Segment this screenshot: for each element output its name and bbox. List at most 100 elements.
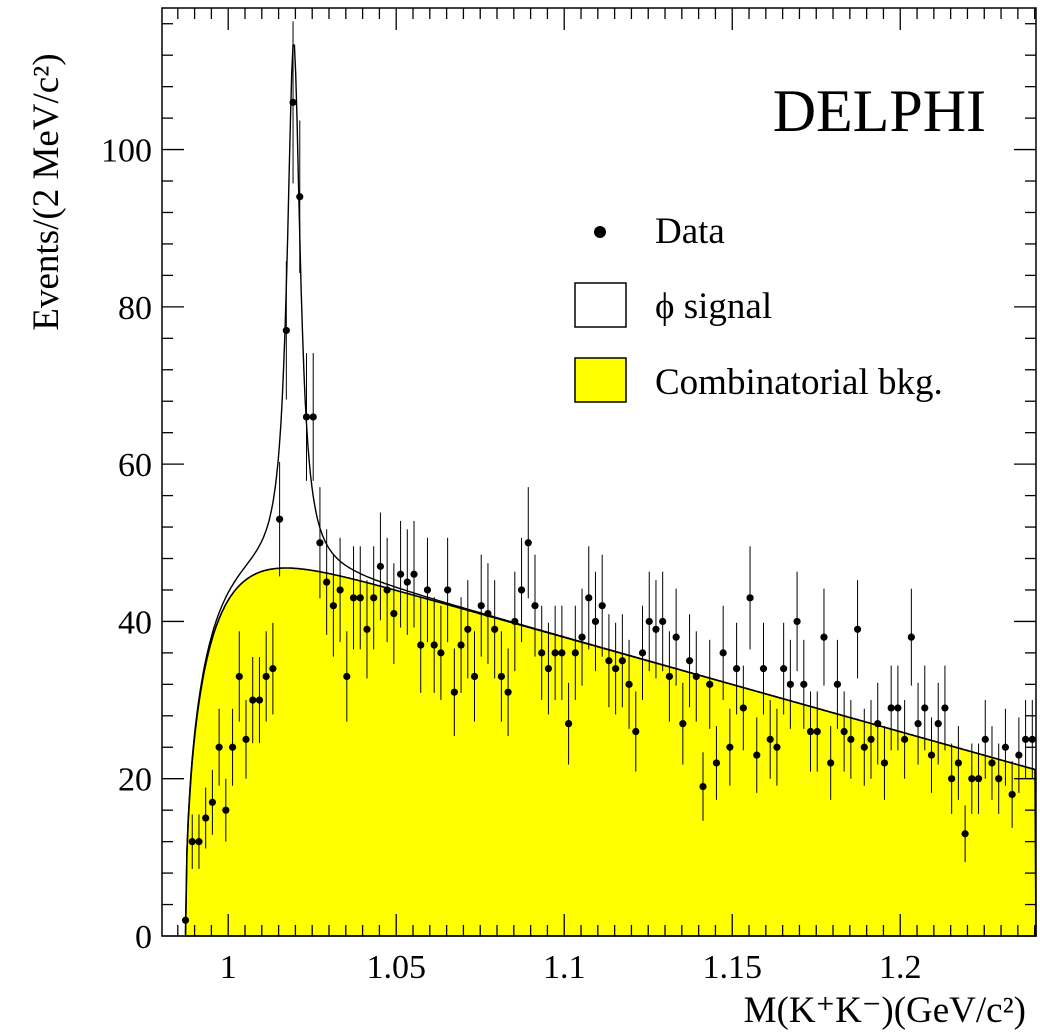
data-point <box>376 562 385 570</box>
data-point <box>827 759 835 767</box>
data-point <box>249 696 257 704</box>
legend-signal-label: ϕ signal <box>655 286 772 327</box>
data-point <box>793 617 801 626</box>
y-tick-label: 80 <box>118 290 152 327</box>
data-point <box>390 609 398 618</box>
data-point <box>403 578 411 586</box>
data-point <box>262 672 270 681</box>
data-point <box>853 625 862 633</box>
data-point <box>470 672 479 681</box>
y-axis-title: Events/(2 MeV/c²) <box>26 53 67 330</box>
data-point <box>336 586 344 594</box>
y-tick-label: 60 <box>118 447 152 484</box>
data-point <box>450 688 458 696</box>
data-point <box>531 602 539 610</box>
data-point <box>974 775 983 783</box>
background-area <box>184 567 1037 937</box>
legend-data-marker <box>594 226 606 238</box>
combinatorial-background-fill <box>184 567 1037 937</box>
data-point <box>927 751 936 759</box>
x-axis: 1 1.05 1.1 1.15 1.2 <box>177 8 1036 986</box>
data-point <box>423 586 432 594</box>
data-point <box>739 704 747 712</box>
data-point <box>356 594 364 602</box>
data-point <box>995 775 1003 783</box>
data-point <box>632 727 640 736</box>
data-point <box>410 570 418 578</box>
data-point <box>544 665 553 673</box>
data-point <box>605 657 613 665</box>
data-point <box>524 539 532 547</box>
x-tick-label: 1.05 <box>366 949 426 986</box>
data-point <box>517 586 526 594</box>
data-point <box>659 617 667 626</box>
data-point <box>302 413 311 421</box>
x-tick-label: 1.2 <box>879 949 922 986</box>
data-point <box>813 727 821 736</box>
data-point <box>417 641 425 649</box>
data-point <box>759 665 768 673</box>
data-point <box>746 594 754 602</box>
data-point <box>396 570 405 578</box>
data-point <box>833 680 842 688</box>
data-point <box>867 735 875 743</box>
data-point <box>766 735 774 743</box>
data-point <box>188 838 196 846</box>
data-point <box>202 814 210 822</box>
data-point <box>948 775 956 783</box>
data-point <box>571 649 579 657</box>
data-point <box>208 798 217 806</box>
data-point <box>255 696 264 704</box>
data-point <box>370 594 378 602</box>
data-point <box>228 743 237 751</box>
data-point <box>349 594 358 602</box>
data-point <box>638 649 647 657</box>
data-point <box>551 649 559 657</box>
x-axis-title: M(K⁺K⁻)(GeV/c²) <box>744 990 1026 1031</box>
data-point <box>289 98 297 106</box>
legend-signal-swatch <box>574 282 627 328</box>
data-point <box>685 657 694 665</box>
data-point <box>323 578 331 586</box>
data-point <box>363 625 371 633</box>
data-point <box>343 672 351 681</box>
data-point <box>907 633 915 641</box>
data-point <box>726 743 734 751</box>
y-tick-label: 100 <box>101 133 152 170</box>
data-point <box>692 672 700 681</box>
data-point <box>464 625 472 633</box>
legend-background-label: Combinatorial bkg. <box>655 362 943 403</box>
data-point <box>840 727 848 736</box>
data-point <box>679 720 687 728</box>
data-point <box>444 586 452 594</box>
data-point <box>215 743 223 751</box>
data-point <box>820 633 828 641</box>
data-point <box>1008 790 1016 799</box>
data-point <box>276 515 284 523</box>
data-point <box>652 625 660 633</box>
data-point <box>847 735 855 743</box>
data-point <box>988 759 996 767</box>
data-point <box>645 617 653 626</box>
data-point <box>497 672 505 681</box>
data-point <box>437 649 445 657</box>
data-point <box>941 704 949 712</box>
data-point <box>934 720 942 728</box>
data-point <box>585 594 593 602</box>
legend-data-label: Data <box>655 211 725 252</box>
data-point <box>316 539 324 547</box>
data-point <box>181 916 190 924</box>
data-point <box>296 193 304 201</box>
data-point <box>981 735 989 743</box>
data-point <box>282 326 290 335</box>
data-point <box>954 759 962 767</box>
data-point <box>773 743 781 751</box>
plot-frame <box>161 7 1037 937</box>
data-point <box>242 735 250 743</box>
data-point <box>733 665 741 673</box>
data-point <box>491 625 499 633</box>
data-point <box>874 720 882 728</box>
data-point <box>598 602 606 610</box>
data-point <box>504 688 512 696</box>
